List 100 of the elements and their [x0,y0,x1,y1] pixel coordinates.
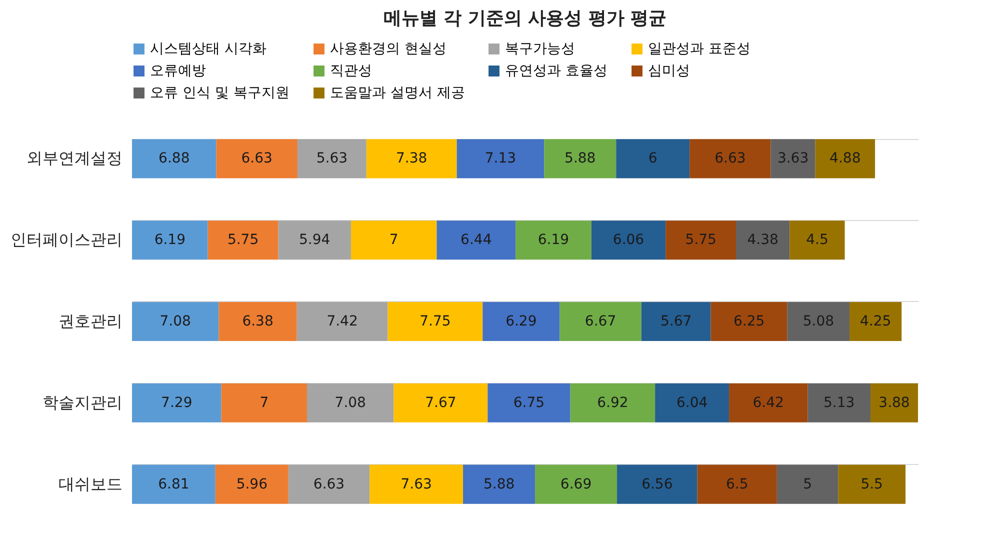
bar [770,139,816,178]
bar [560,302,642,342]
bar [132,464,216,504]
data-label: 7.67 [425,394,456,411]
bar [776,464,838,504]
bar [278,220,351,260]
bar [870,383,918,422]
bar [132,383,222,422]
bar [591,220,666,260]
bar [641,302,711,342]
data-label: 6.19 [154,232,186,248]
data-label: 7.42 [326,314,358,330]
data-label: 7.13 [484,150,516,167]
bar [208,220,278,260]
bar [488,383,570,422]
bar [132,302,219,342]
bar [697,464,777,504]
bar [388,302,483,342]
data-label: 6.92 [597,394,628,411]
legend-label: 시스템상태 시각화 [150,41,266,57]
data-label: 5.13 [823,394,855,411]
data-label: 5 [803,476,812,492]
bar [666,220,736,260]
data-label: 4.5 [806,232,828,248]
bar [216,139,298,178]
bar [544,139,616,178]
data-label: 3.88 [878,394,910,411]
data-label: 6.5 [726,476,748,492]
data-label: 7 [260,394,269,411]
data-label: 6 [648,150,658,167]
y-tick-label: 인터페이스관리 [10,230,122,250]
data-label: 6.63 [714,150,746,167]
data-label: 4.88 [830,150,861,167]
y-tick-label: 권호관리 [58,312,122,330]
data-label: 4.38 [747,232,778,248]
bar [307,383,394,422]
bar [570,383,656,422]
bar [815,139,876,178]
legend-label: 직관성 [330,63,372,79]
data-label: 5.5 [860,476,883,492]
bar [616,139,690,178]
data-label: 5.94 [299,232,330,248]
bar [690,139,771,178]
data-label: 7.38 [396,150,428,167]
bar [132,220,208,260]
bar [655,383,730,422]
legend-label: 오류예방 [150,63,206,79]
bar [350,220,437,260]
data-label: 6.38 [242,314,274,330]
legend-label: 오류 인식 및 복구지원 [150,85,290,101]
data-label: 6.75 [513,394,545,411]
data-label: 5.67 [660,314,692,330]
bar [297,139,366,178]
bar [850,302,902,342]
data-label: 5.88 [564,150,596,167]
bar [463,464,536,504]
data-label: 7.75 [420,314,451,330]
data-label: 6.88 [158,150,190,167]
bar [710,302,788,342]
bar [218,302,297,342]
bar [221,383,308,422]
data-label: 7.29 [161,394,192,411]
bar [516,220,592,260]
data-label: 6.67 [584,314,616,330]
y-tick-label: 학술지관리 [42,392,122,412]
data-label: 6.69 [560,476,592,492]
y-tick-label: 대쉬보드 [58,474,122,494]
bar [535,464,617,504]
data-label: 6.56 [642,476,673,492]
bar [729,383,808,422]
bar [456,139,544,178]
data-label: 7.08 [334,394,366,411]
data-label: 5.96 [236,476,268,492]
data-label: 6.25 [733,314,765,330]
data-label: 5.08 [802,314,834,330]
data-label: 5.75 [227,232,259,248]
y-tick-label: 외부연계설정 [26,148,122,168]
bar [790,220,845,260]
data-label: 6.19 [538,232,570,248]
bar [808,383,870,422]
data-label: 7 [389,232,398,248]
legend-label: 복구가능성 [505,41,575,57]
data-label: 7.08 [160,314,191,330]
bar [132,139,216,178]
data-label: 5.88 [483,476,515,492]
data-label: 6.44 [460,232,492,248]
legend-label: 심미성 [648,63,690,79]
bar [215,464,288,504]
bar [366,139,457,178]
data-label: 6.06 [612,232,644,248]
data-label: 5.75 [685,232,716,248]
data-label: 6.04 [676,394,708,411]
bar [288,464,370,504]
bar [838,464,906,504]
bar [370,464,464,504]
data-label: 6.29 [506,314,537,330]
data-label: 6.63 [313,476,345,492]
data-label: 4.25 [860,314,892,330]
bar [787,302,850,342]
data-label: 6.42 [752,394,784,411]
